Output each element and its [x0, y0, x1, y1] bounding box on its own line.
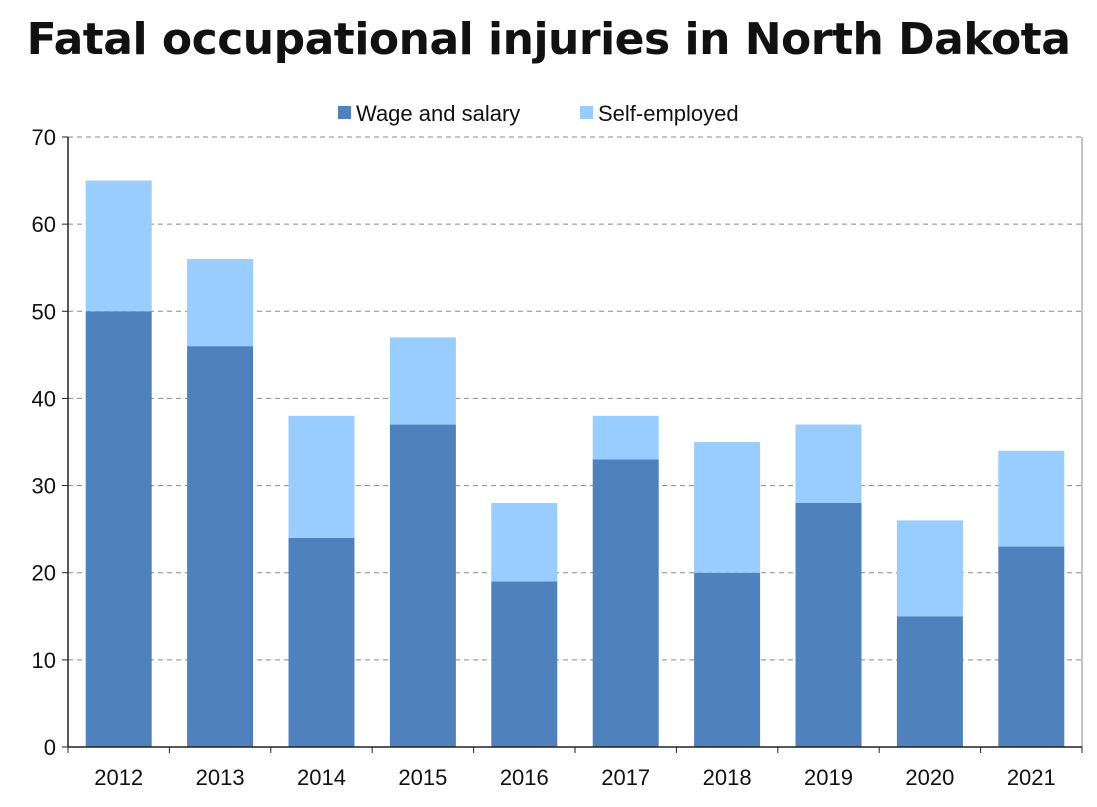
- y-tick-label: 70: [32, 125, 56, 150]
- bars: [85, 180, 1065, 747]
- legend-swatch-self-employed: [580, 106, 593, 119]
- bar-wage-and-salary-2020: [896, 616, 963, 747]
- bar-wage-and-salary-2012: [85, 311, 152, 747]
- y-tick-label: 10: [32, 648, 56, 673]
- legend-label-wage-and-salary: Wage and salary: [356, 101, 520, 126]
- legend: Wage and salary Self-employed: [338, 101, 739, 126]
- bar-self-employed-2014: [288, 415, 355, 538]
- bar-wage-and-salary-2013: [187, 346, 254, 747]
- bar-wage-and-salary-2015: [389, 424, 456, 747]
- bar-wage-and-salary-2018: [694, 572, 761, 747]
- x-tick-label: 2018: [703, 765, 752, 790]
- gridlines: [68, 136, 1082, 661]
- x-tick-label: 2014: [297, 765, 346, 790]
- x-tick-label: 2021: [1007, 765, 1056, 790]
- y-tick-label: 60: [32, 212, 56, 237]
- bar-wage-and-salary-2016: [491, 581, 558, 747]
- bar-wage-and-salary-2017: [592, 459, 659, 747]
- bar-self-employed-2020: [896, 520, 963, 617]
- x-tick-label: 2013: [196, 765, 245, 790]
- y-tick-label: 50: [32, 299, 56, 324]
- y-axis-ticks: 0 10 20 30 40 50 60 70: [32, 125, 68, 760]
- bar-self-employed-2021: [998, 450, 1065, 547]
- y-tick-label: 0: [44, 735, 56, 760]
- x-tick-label: 2016: [500, 765, 549, 790]
- y-tick-label: 30: [32, 474, 56, 499]
- legend-swatch-wage-and-salary: [338, 106, 351, 119]
- legend-label-self-employed: Self-employed: [598, 101, 739, 126]
- y-tick-label: 40: [32, 386, 56, 411]
- x-tick-label: 2015: [398, 765, 447, 790]
- bar-self-employed-2013: [187, 259, 254, 347]
- bar-wage-and-salary-2021: [998, 546, 1065, 747]
- bar-self-employed-2018: [694, 442, 761, 573]
- bar-wage-and-salary-2019: [795, 503, 862, 747]
- bar-self-employed-2019: [795, 424, 862, 503]
- x-axis-ticks: 2012 2013 2014 2015 2016 2017 2018 2019 2020 2021: [67, 747, 1083, 790]
- chart-title: Fatal occupational injuries in North Dak…: [26, 14, 1071, 65]
- bar-self-employed-2015: [389, 337, 456, 425]
- y-tick-label: 20: [32, 561, 56, 586]
- x-tick-label: 2020: [905, 765, 954, 790]
- x-tick-label: 2012: [94, 765, 143, 790]
- x-tick-label: 2017: [601, 765, 650, 790]
- bar-self-employed-2016: [491, 503, 558, 582]
- bar-self-employed-2017: [592, 415, 659, 460]
- bar-self-employed-2012: [85, 180, 152, 312]
- x-tick-label: 2019: [804, 765, 853, 790]
- bar-wage-and-salary-2014: [288, 537, 355, 747]
